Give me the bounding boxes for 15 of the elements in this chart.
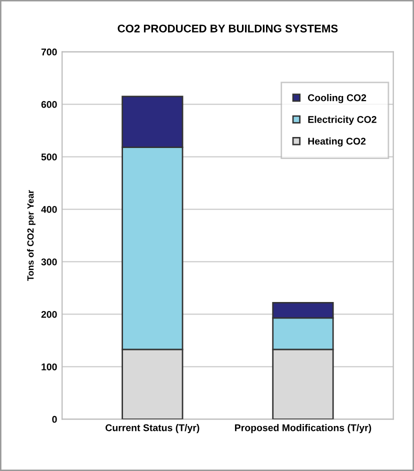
y-tick-label: 0 xyxy=(52,416,57,423)
y-tick-label: 400 xyxy=(41,206,57,213)
legend-label: Heating CO2 xyxy=(308,138,366,147)
legend-label: Electricity CO2 xyxy=(308,116,376,125)
y-tick-label: 100 xyxy=(42,363,57,370)
chart-title: CO2 PRODUCED BY BUILDING SYSTEMS xyxy=(118,24,338,32)
y-tick-label: 700 xyxy=(41,48,57,56)
y-tick-label: 200 xyxy=(41,310,57,318)
y-tick-label: 600 xyxy=(41,101,57,108)
x-tick-label: Current Status (T/yr) xyxy=(106,424,200,434)
x-tick-label: Proposed Modifications (T/yr) xyxy=(235,424,372,434)
y-tick-label: 500 xyxy=(41,154,57,160)
y-tick-label: 300 xyxy=(41,258,57,266)
y-axis-title: Tons of CO2 per Year xyxy=(27,190,36,281)
legend-label: Cooling CO2 xyxy=(308,94,366,104)
